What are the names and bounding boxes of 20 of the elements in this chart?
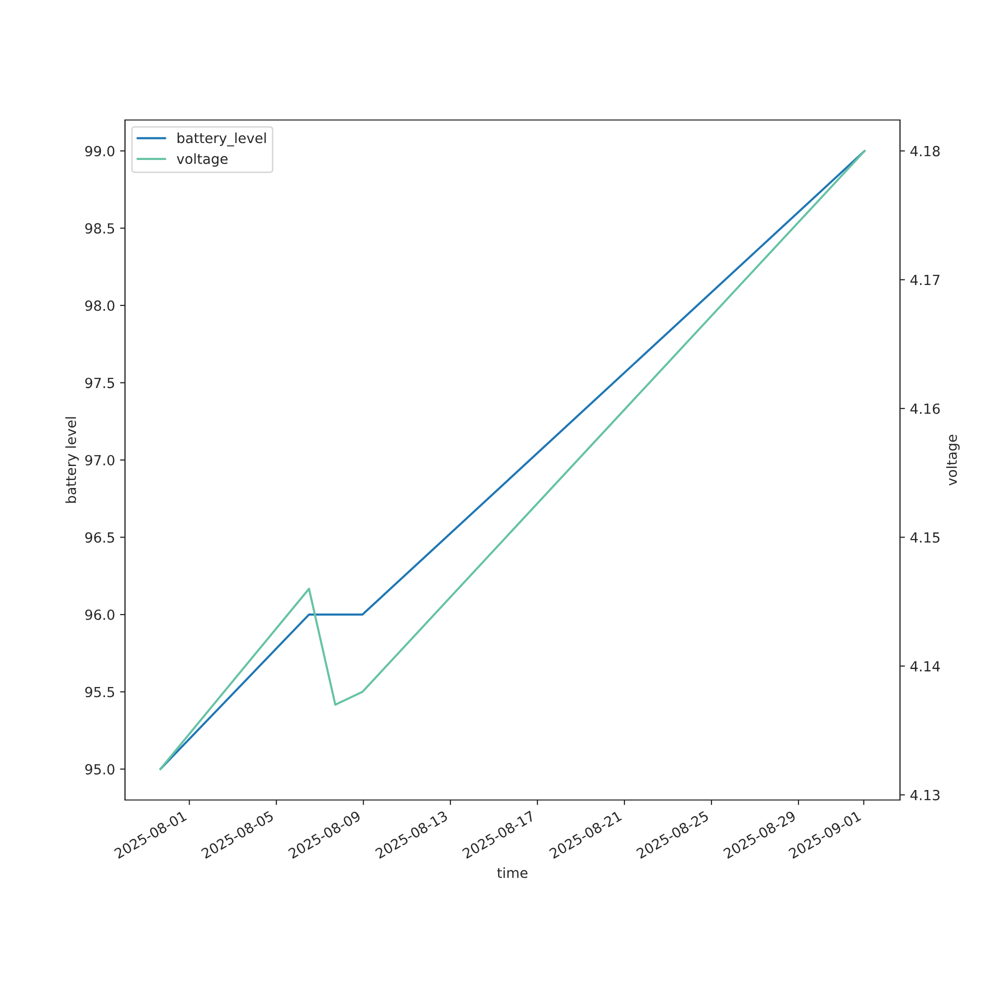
y-tick-label: 99.0 <box>85 146 114 156</box>
legend-label: battery_level <box>178 132 266 146</box>
y-axis-title: battery level <box>65 417 79 503</box>
y-tick-label: 97.5 <box>85 378 114 388</box>
x-axis-title: time <box>497 867 528 878</box>
y-tick-label: 95.5 <box>85 686 114 698</box>
y2-tick-label: 4.15 <box>910 532 940 543</box>
y-tick-label: 98.5 <box>85 223 114 234</box>
y2-tick-label: 4.16 <box>910 403 940 414</box>
y-tick-label: 96.0 <box>85 610 114 620</box>
y2-tick-label: 4.13 <box>910 790 940 800</box>
y2-tick-label: 4.17 <box>910 274 940 285</box>
y2-tick-label: 4.14 <box>910 661 940 672</box>
y2-axis-title: voltage <box>946 434 960 486</box>
y-tick-label: 95.0 <box>85 764 114 775</box>
y-tick-label: 98.0 <box>85 300 114 311</box>
y2-tick-label: 4.18 <box>910 146 940 156</box>
y-tick-label: 96.5 <box>85 532 114 543</box>
y-tick-label: 97.0 <box>85 454 114 466</box>
legend-label: voltage <box>176 153 228 167</box>
